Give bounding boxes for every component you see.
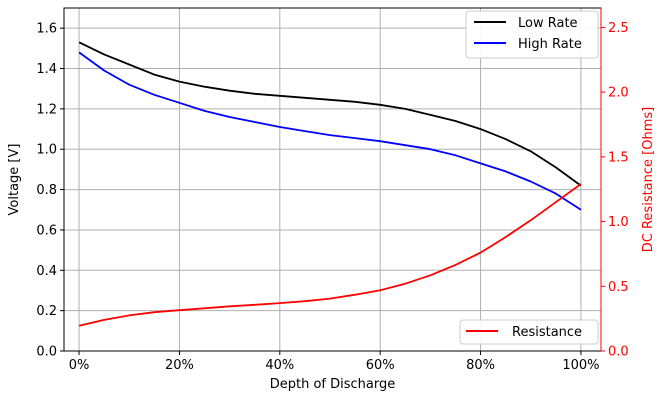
- y-tick-label: 0.8: [36, 183, 57, 198]
- x-tick-label: 0%: [69, 358, 90, 373]
- x-tick-label: 20%: [165, 358, 194, 373]
- resistance-line: [78, 183, 582, 327]
- legend-resistance-label: Resistance: [512, 325, 582, 340]
- legend-resistance: Resistance: [459, 319, 599, 345]
- legend-voltage: Low Rate High Rate: [465, 10, 599, 59]
- x-tick-label: 60%: [366, 358, 395, 373]
- plot-frame: [63, 7, 602, 352]
- y-tick-label: 1.6: [36, 22, 57, 37]
- y-tick-label: 0.6: [36, 223, 57, 238]
- y-tick-label: 1.2: [36, 102, 57, 117]
- grid: [64, 8, 601, 352]
- x-tick-label: 40%: [265, 358, 294, 373]
- y2-tick-label: 2.5: [608, 21, 629, 36]
- low-rate-line: [78, 41, 582, 187]
- y2-axis-label: DC Resistance [Ohms]: [641, 107, 656, 252]
- y-tick-label: 0.4: [36, 264, 57, 279]
- y-tick-label: 1.0: [36, 143, 57, 158]
- y2-tick-label: 0.0: [608, 345, 629, 360]
- y-tick-label: 1.4: [36, 62, 57, 77]
- y-tick-label: 0.2: [36, 304, 57, 319]
- high-rate-line: [78, 51, 582, 211]
- x-axis-label: Depth of Discharge: [270, 377, 396, 392]
- legend-low-rate-label: Low Rate: [518, 16, 578, 31]
- y2-tick-label: 0.5: [608, 280, 629, 295]
- y-axis-label: Voltage [V]: [7, 144, 22, 216]
- y2-tick-label: 1.0: [608, 215, 629, 230]
- x-axis: 0% 20% 40% 60% 80% 100%: [69, 351, 600, 373]
- y-axis-right: 0.0 0.5 1.0 1.5 2.0 2.5: [600, 8, 629, 360]
- legend-resistance-box: [459, 319, 599, 345]
- y2-tick-label: 1.5: [608, 150, 629, 165]
- x-tick-label: 100%: [562, 358, 599, 373]
- legend-high-rate-label: High Rate: [518, 37, 582, 52]
- series-lines: [78, 41, 582, 327]
- x-tick-label: 80%: [466, 358, 495, 373]
- y2-tick-label: 2.0: [608, 86, 629, 101]
- y-axis-left: 0.0 0.2 0.4 0.6 0.8 1.0 1.2 1.4 1.6: [36, 22, 64, 360]
- y-tick-label: 0.0: [36, 345, 57, 360]
